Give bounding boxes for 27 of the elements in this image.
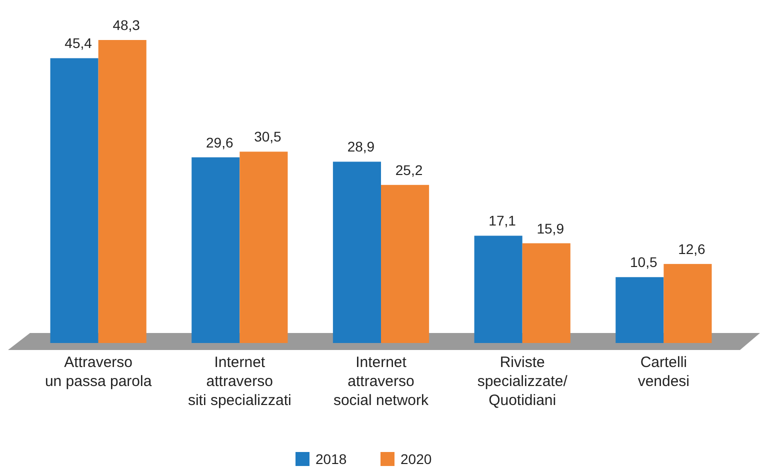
data-label: 48,3 [112, 17, 140, 33]
x-tick-label: Attraverso un passa parola [44, 354, 152, 390]
data-label: 17,1 [488, 212, 516, 229]
bar [664, 264, 712, 343]
bar [192, 157, 240, 343]
x-tick-label: Cartelli vendesi [638, 354, 690, 390]
x-tick-label: Riviste specializzate/ Quotidiani [477, 354, 568, 409]
bar [240, 152, 288, 343]
bar [522, 243, 570, 343]
bar [50, 58, 98, 343]
data-label: 28,9 [347, 138, 375, 155]
data-label: 45,4 [64, 35, 92, 52]
legend-label: 2020 [400, 451, 432, 467]
data-label: 25,2 [395, 162, 423, 178]
data-label: 30,5 [254, 128, 282, 145]
x-tick-label: Internet attraverso social network [333, 354, 430, 409]
bar [616, 277, 664, 343]
legend-label: 2018 [316, 451, 347, 467]
bar [98, 40, 146, 343]
x-tick-label: Internet attraverso siti specializzati [188, 354, 292, 409]
bar [332, 162, 381, 343]
data-label: 15,9 [536, 220, 564, 236]
data-label: 10,5 [630, 254, 658, 270]
bar [381, 184, 430, 343]
data-label: 29,6 [206, 134, 234, 150]
bar [474, 236, 522, 343]
data-label: 12,6 [678, 240, 706, 257]
